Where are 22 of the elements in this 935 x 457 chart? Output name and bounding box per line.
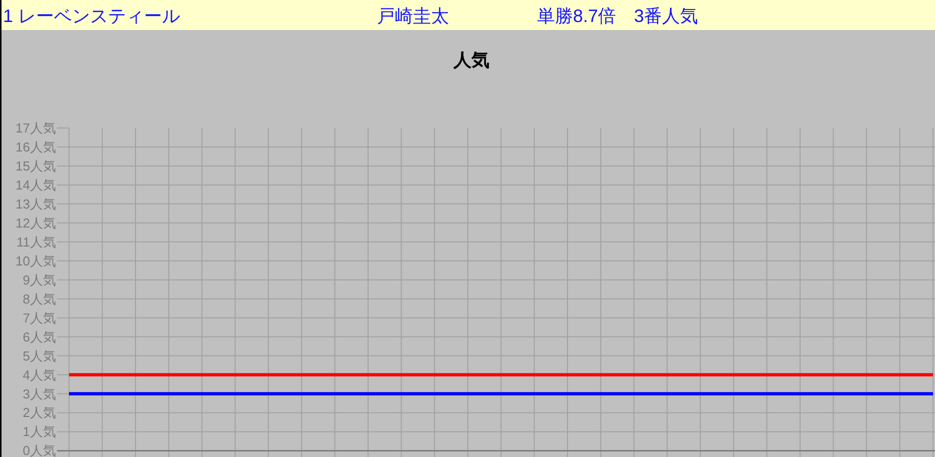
y-tick-label: 10人気 (16, 253, 56, 268)
y-tick-label: 8人気 (22, 291, 56, 306)
chart-title: 人気 (452, 50, 490, 70)
y-tick-label: 9人気 (22, 272, 56, 288)
y-tick-label: 2人気 (22, 405, 56, 420)
y-tick-label: 1人気 (22, 424, 56, 440)
y-tick-label: 15人気 (16, 158, 56, 174)
annotation: 戸崎圭太 (377, 6, 449, 26)
y-tick-label: 3人気 (22, 386, 56, 402)
y-tick-label: 12人気 (16, 215, 56, 230)
y-tick-label: 5人気 (22, 348, 56, 364)
y-tick-label: 7人気 (22, 310, 56, 326)
annotation: 単勝8.7倍 3番人気 (537, 6, 698, 26)
annotation: 1 レーベンスティール (3, 6, 180, 26)
y-tick-label: 13人気 (16, 196, 56, 212)
y-tick-label: 4人気 (22, 367, 56, 382)
y-tick-label: 16人気 (16, 139, 56, 154)
y-tick-label: 17人気 (16, 120, 56, 136)
y-tick-label: 11人気 (16, 234, 56, 250)
y-tick-label: 0人気 (22, 443, 56, 457)
y-tick-label: 6人気 (22, 329, 56, 344)
y-tick-label: 14人気 (16, 177, 56, 192)
